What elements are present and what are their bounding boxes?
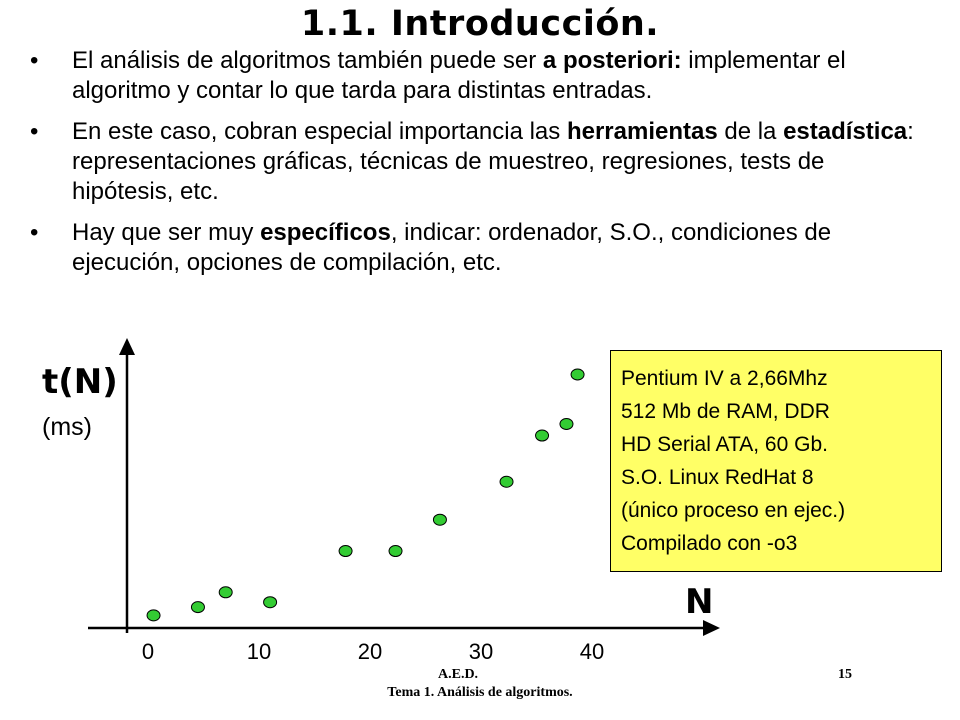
y-axis-arrowhead — [119, 338, 135, 355]
data-point — [559, 418, 574, 430]
bullet-text: de la — [717, 118, 784, 145]
data-point — [535, 429, 550, 442]
x-tick-label: 10 — [247, 639, 271, 664]
data-point — [432, 513, 447, 526]
bullet-list: • El análisis de algoritmos también puede… — [28, 46, 928, 289]
x-axis-arrowhead — [703, 620, 720, 636]
spec-line: Pentium IV a 2,66Mhz — [621, 367, 828, 390]
data-point — [570, 368, 585, 381]
bullet-text: , indicar: ordenador, S.O., condiciones … — [72, 219, 832, 276]
spec-line: 512 Mb de RAM, DDR — [621, 400, 830, 423]
x-tick-label: 40 — [580, 639, 604, 664]
footer-topic: Tema 1. Análisis de algoritmos. — [387, 685, 573, 700]
system-specs-box: Pentium IV a 2,66Mhz 512 Mb de RAM, DDR HD… — [610, 350, 942, 572]
data-point — [499, 475, 514, 488]
bullet-item: • Hay que ser muy específicos, indicar: o… — [28, 218, 928, 278]
data-point — [146, 609, 161, 622]
chart-axes — [88, 338, 720, 636]
data-point — [338, 545, 353, 558]
bullet-emphasis: herramientas — [566, 118, 718, 145]
x-tick-label: 20 — [358, 639, 382, 664]
spec-line: (único proceso en ejec.) — [621, 499, 846, 522]
x-tick-label: 30 — [469, 639, 493, 664]
bullet-text: El análisis de algoritmos también puede … — [72, 47, 543, 74]
y-axis-label: t(N) — [42, 362, 118, 402]
bullet-marker: • — [30, 47, 39, 74]
bullet-emphasis: específicos — [260, 219, 391, 246]
slide-title: 1.1. Introducción. — [300, 4, 660, 44]
footer-course: A.E.D. — [438, 667, 479, 682]
bullet-text: En este caso, cobran especial importanci… — [72, 118, 567, 145]
spec-line: HD Serial ATA, 60 Gb. — [621, 433, 828, 456]
x-tick-label: 0 — [142, 639, 154, 664]
data-point — [388, 545, 403, 558]
bullet-text: implementar el algoritmo y contar lo que… — [72, 47, 846, 104]
bullet-emphasis: estadística — [783, 118, 908, 145]
slide-footer: A.E.D. 15 Tema 1. Análisis de algoritmos… — [0, 663, 960, 713]
bullet-marker: • — [30, 219, 39, 246]
x-axis-label: N — [685, 582, 714, 622]
data-point — [218, 586, 233, 599]
footer-page-number: 15 — [838, 667, 852, 682]
spec-line: S.O. Linux RedHat 8 — [621, 466, 814, 489]
bullet-item: • En este caso, cobran especial importanc… — [28, 117, 928, 207]
data-point — [190, 601, 205, 614]
bullet-emphasis: a posteriori: — [542, 47, 682, 74]
data-points — [146, 368, 585, 622]
x-tick-labels: 0 10 20 30 40 — [142, 639, 604, 664]
bullet-text: : representaciones gráficas, técnicas de… — [72, 118, 914, 205]
bullet-text: Hay que ser muy — [72, 219, 261, 246]
spec-line: Compilado con -o3 — [621, 532, 798, 555]
bullet-item: • El análisis de algoritmos también puede… — [28, 46, 928, 106]
y-axis-unit: (ms) — [42, 413, 92, 441]
bullet-marker: • — [30, 118, 39, 145]
data-point — [263, 596, 278, 609]
